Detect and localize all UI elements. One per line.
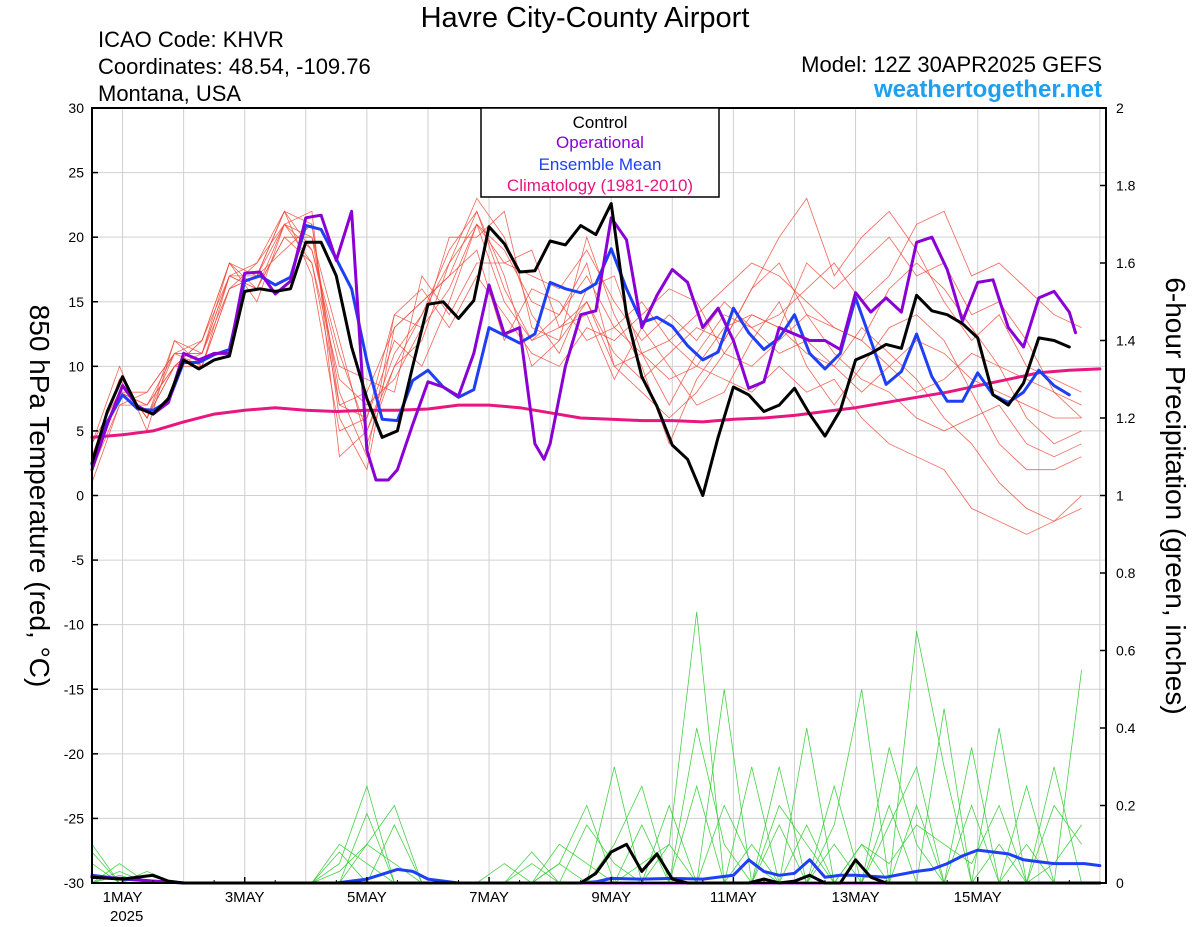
left-tick-label: 0 (76, 488, 84, 504)
right-tick-label: 0.2 (1116, 798, 1136, 814)
right-tick-label: 1.6 (1116, 255, 1136, 271)
ensemble-member-precip-line (91, 689, 1082, 885)
ensemble-member-temp-line (91, 210, 1082, 457)
left-tick-label: 30 (68, 100, 84, 116)
right-tick-label: 1.2 (1116, 410, 1136, 426)
ensemble-members-precip (91, 611, 1082, 885)
legend-operational: Operational (556, 133, 644, 152)
x-year-label: 2025 (110, 908, 143, 925)
ensemble-member-temp-line (91, 197, 1082, 522)
main-series (90, 202, 1102, 885)
ensemble-member-precip-line (91, 611, 1082, 885)
x-tick-label: 5MAY (347, 889, 387, 906)
x-tick-label: 15MAY (954, 889, 1002, 906)
right-tick-label: 2 (1116, 100, 1124, 116)
right-tick-label: 0.6 (1116, 643, 1136, 659)
right-axis-label: 6-hour Precipitation (green, inches) (1160, 277, 1191, 714)
left-tick-label: 20 (68, 229, 84, 245)
model-run: Model: 12Z 30APR2025 GEFS (801, 52, 1102, 77)
x-tick-label: 13MAY (832, 889, 880, 906)
legend: Control Operational Ensemble Mean Climat… (480, 107, 720, 198)
right-tick-label: 1.8 (1116, 178, 1136, 194)
left-tick-label: 15 (68, 294, 84, 310)
left-tick-label: -30 (64, 875, 84, 891)
x-tick-label: 9MAY (591, 889, 631, 906)
ensemble-member-temp-line (91, 210, 1082, 470)
x-tick-label: 3MAY (225, 889, 265, 906)
coordinates: Coordinates: 48.54, -109.76 (98, 54, 371, 79)
left-tick-label: -25 (64, 810, 84, 826)
region: Montana, USA (98, 81, 242, 106)
left-tick-label: 10 (68, 358, 84, 374)
ensemble-member-precip-line (91, 804, 1082, 884)
ensemble-member-precip-line (91, 708, 1082, 885)
right-tick-label: 1.4 (1116, 333, 1136, 349)
x-axis: 1MAY 3MAY 5MAY 7MAY 9MAY 11MAY 13MAY 15MAY (103, 877, 1070, 906)
legend-ensemble-mean: Ensemble Mean (539, 155, 662, 174)
icao-code: ICAO Code: KHVR (98, 27, 284, 52)
site-name[interactable]: weathertogether.net (873, 76, 1102, 103)
left-tick-label: -10 (64, 617, 84, 633)
ensemble-member-temp-line (91, 236, 1082, 470)
operational-line (90, 209, 1077, 482)
left-tick-label: -20 (64, 746, 84, 762)
ensemble-mean-precipitation-line (90, 848, 1102, 885)
left-tick-label: 25 (68, 165, 84, 181)
left-tick-label: -5 (72, 552, 85, 568)
legend-box (480, 107, 720, 198)
right-axis: 2 1.8 1.6 1.4 1.2 1 0.8 0.6 0.4 0.2 0 (1100, 100, 1136, 891)
left-tick-label: -15 (64, 681, 84, 697)
legend-control: Control (573, 113, 628, 132)
x-tick-label: 11MAY (710, 889, 757, 906)
chart-title: Havre City-County Airport (420, 2, 750, 34)
legend-climatology: Climatology (1981-2010) (507, 176, 693, 195)
right-tick-label: 0.8 (1116, 565, 1136, 581)
grid (92, 107, 1106, 884)
left-axis-label: 850 hPa Temperature (red, °C) (24, 305, 55, 688)
right-tick-label: 0 (1116, 875, 1124, 891)
right-tick-label: 1 (1116, 488, 1124, 504)
x-tick-label: 7MAY (469, 889, 509, 906)
x-tick-label: 1MAY (103, 889, 143, 906)
climatology-1981-2010-line (90, 367, 1102, 439)
left-axis: 30 25 20 15 10 5 0 -5 -10 -15 -20 -25 -30 (64, 100, 98, 891)
ensemble-mean-line (90, 224, 1071, 466)
left-tick-label: 5 (76, 423, 84, 439)
control-line (90, 202, 1071, 497)
ensemble-member-temp-line (91, 210, 1082, 457)
right-tick-label: 0.4 (1116, 720, 1136, 736)
